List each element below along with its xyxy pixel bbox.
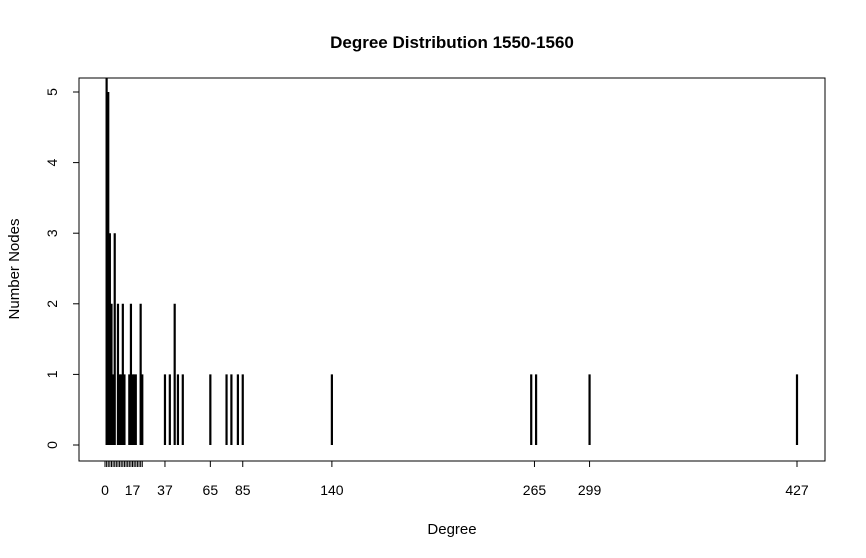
x-tick-label: 299 (578, 482, 602, 498)
x-tick-label: 65 (203, 482, 219, 498)
y-tick-label: 0 (44, 441, 60, 449)
y-tick-label: 5 (44, 88, 60, 96)
y-axis: 0 1 2 3 4 5 (44, 88, 79, 449)
x-tick-label: 265 (523, 482, 547, 498)
y-tick-label: 2 (44, 300, 60, 308)
x-axis-label: Degree (427, 521, 476, 538)
plot-frame (78, 77, 826, 462)
y-tick-label: 4 (44, 158, 60, 166)
chart-title: Degree Distribution 1550-1560 (330, 33, 574, 52)
x-tick-label: 140 (320, 482, 344, 498)
x-axis: 0 17 37 65 85 140 265 299 427 (101, 461, 809, 498)
x-tick-label: 85 (235, 482, 251, 498)
x-tick-label: 427 (785, 482, 809, 498)
x-tick-label: 0 (101, 482, 109, 498)
y-tick-label: 1 (44, 370, 60, 378)
bars-group (105, 78, 799, 445)
y-axis-label: Number Nodes (6, 219, 23, 320)
y-tick-label: 3 (44, 229, 60, 237)
x-tick-label: 17 (125, 482, 141, 498)
x-tick-label: 37 (157, 482, 173, 498)
